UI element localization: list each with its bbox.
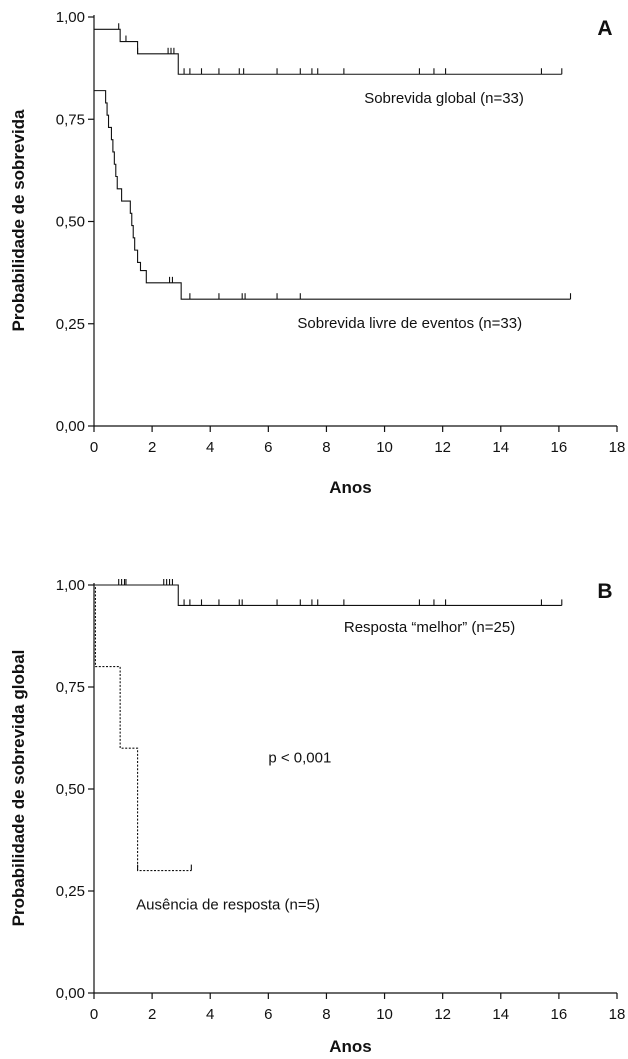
survival-curve-0 xyxy=(94,28,562,75)
x-tick-label: 16 xyxy=(551,439,568,456)
curve-label: Resposta “melhor” (n=25) xyxy=(344,619,515,636)
x-tick-label: 4 xyxy=(206,1006,214,1023)
x-tick-label: 0 xyxy=(90,1006,98,1023)
y-tick-label: 0,75 xyxy=(56,111,85,128)
x-tick-label: 0 xyxy=(90,439,98,456)
x-tick-label: 18 xyxy=(609,439,626,456)
x-tick-label: 18 xyxy=(609,1006,626,1023)
y-tick-label: 0,25 xyxy=(56,883,85,900)
x-tick-label: 16 xyxy=(551,1006,568,1023)
x-tick-label: 14 xyxy=(492,1006,509,1023)
y-tick-label: 0,00 xyxy=(56,418,85,435)
panel-0: 0,00 0,25 0,50 0,75 1,00 0 2 4 6 8 10 12 14 16 18 Anos P… xyxy=(9,9,625,497)
x-tick-label: 6 xyxy=(264,1006,272,1023)
x-tick-label: 2 xyxy=(148,439,156,456)
p-value-annotation: p < 0,001 xyxy=(268,749,331,766)
panel-1: 0,00 0,25 0,50 0,75 1,00 0 2 4 6 8 10 12 14 16 18 Anos P… xyxy=(9,577,625,1056)
y-tick-label: 0,75 xyxy=(56,679,85,696)
x-tick-label: 14 xyxy=(492,439,509,456)
y-tick-label: 0,50 xyxy=(56,781,85,798)
x-axis-title: Anos xyxy=(329,1037,372,1056)
x-tick-label: 10 xyxy=(376,1006,393,1023)
x-tick-label: 12 xyxy=(434,1006,451,1023)
x-tick-label: 6 xyxy=(264,439,272,456)
y-axis-title: Probabilidade de sobrevida global xyxy=(9,650,28,927)
survival-curve-1 xyxy=(94,584,192,872)
y-tick-label: 0,25 xyxy=(56,316,85,333)
y-axis-title: Probabilidade de sobrevida xyxy=(9,109,28,332)
x-tick-label: 8 xyxy=(322,1006,330,1023)
x-tick-label: 10 xyxy=(376,439,393,456)
y-tick-label: 1,00 xyxy=(56,9,85,26)
x-tick-label: 2 xyxy=(148,1006,156,1023)
y-tick-label: 1,00 xyxy=(56,577,85,594)
panel-letter: A xyxy=(597,17,612,40)
curve-label: Ausência de resposta (n=5) xyxy=(136,896,320,913)
survival-curve-0 xyxy=(94,584,562,606)
x-tick-label: 4 xyxy=(206,439,214,456)
y-tick-label: 0,50 xyxy=(56,214,85,231)
x-axis-title: Anos xyxy=(329,478,372,497)
panel-letter: B xyxy=(597,580,612,603)
curve-label: Sobrevida livre de eventos (n=33) xyxy=(297,315,522,332)
y-tick-label: 0,00 xyxy=(56,985,85,1002)
survival-curve-1 xyxy=(94,90,571,300)
x-tick-label: 12 xyxy=(434,439,451,456)
x-tick-label: 8 xyxy=(322,439,330,456)
curve-label: Sobrevida global (n=33) xyxy=(364,90,524,107)
